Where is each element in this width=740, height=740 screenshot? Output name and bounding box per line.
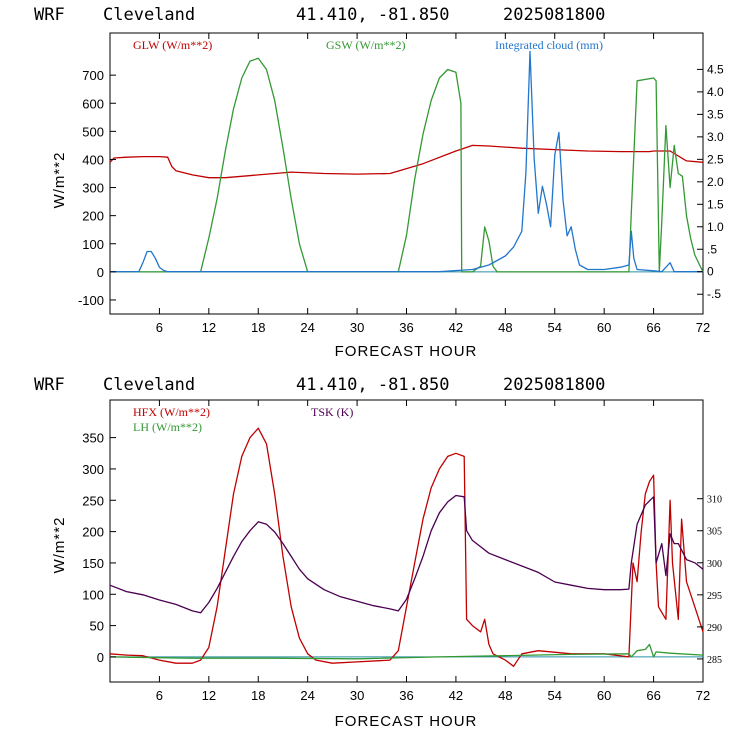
x-tick-label: 18 [251, 320, 265, 335]
legend-tsk: TSK (K) [311, 405, 353, 419]
x-tick-label: 24 [300, 320, 314, 335]
panel1-series [109, 50, 704, 273]
x-tick-label: 30 [350, 320, 364, 335]
series-line-lh [109, 643, 704, 660]
panel2-x-axis-label: FORECAST HOUR [335, 713, 478, 730]
panel1-init-time: 2025081800 [503, 5, 605, 25]
series-line-hfx [109, 427, 704, 667]
panel1-coords: 41.410, -81.850 [296, 5, 450, 25]
y2-tick-label: 285 [707, 655, 722, 666]
legend-lh: LH (W/m**2) [133, 420, 202, 434]
y-tick-label: 0 [97, 650, 104, 665]
x-tick-label: 36 [399, 688, 413, 703]
panel2-y-axis-label: W/m**2 [51, 517, 68, 574]
y2-tick-label: 300 [707, 559, 722, 570]
y-tick-label: 250 [82, 493, 104, 508]
y-tick-label: 200 [82, 525, 104, 540]
y2-tick-label: 295 [707, 591, 722, 602]
x-tick-label: 42 [449, 320, 463, 335]
series-line-integrated [110, 50, 703, 273]
panel1-y-axis: -100 0 100 200 300 400 500 600 700 [78, 68, 116, 308]
x-tick-label: 30 [350, 688, 364, 703]
panel2-y-axis: 0 50 100 150 200 250 300 350 [82, 431, 116, 665]
x-tick-label: 12 [202, 320, 216, 335]
panel2-y2-axis: 285 290 295 300 305 310 [697, 495, 722, 666]
x-tick-label: 12 [202, 688, 216, 703]
x-tick-label: 72 [696, 688, 710, 703]
y2-tick-label: 2.5 [707, 152, 724, 166]
y2-tick-label: 2.0 [707, 175, 724, 189]
y-tick-label: 350 [82, 431, 104, 446]
x-tick-label: 6 [156, 320, 163, 335]
x-tick-label: 72 [696, 320, 710, 335]
x-tick-label: 6 [156, 688, 163, 703]
panel1-x-axis: 6 12 18 24 30 36 42 48 54 60 66 72 [156, 33, 710, 335]
x-tick-label: 54 [548, 688, 562, 703]
panel2-init-time: 2025081800 [503, 375, 605, 395]
x-tick-label: 48 [498, 688, 512, 703]
series-line-gsw [110, 57, 704, 273]
x-tick-label: 36 [399, 320, 413, 335]
panel2-series [109, 427, 704, 667]
y-tick-label: 300 [82, 462, 104, 477]
y-tick-label: 100 [82, 587, 104, 602]
panel-heat-flux: WRF Cleveland 41.410, -81.850 2025081800… [34, 375, 722, 730]
y-tick-label: -100 [78, 293, 104, 308]
y2-tick-label: .5 [707, 242, 717, 256]
panel-radiation: WRF Cleveland 41.410, -81.850 2025081800… [34, 5, 724, 360]
y-tick-label: 0 [97, 265, 104, 280]
legend-hfx: HFX (W/m**2) [133, 405, 210, 419]
panel2-x-axis: 6 12 18 24 30 36 42 48 54 60 66 72 [156, 400, 710, 703]
y2-tick-label: 310 [707, 495, 722, 506]
y-tick-label: 400 [82, 152, 104, 167]
x-tick-label: 60 [597, 688, 611, 703]
y-tick-label: 100 [82, 237, 104, 252]
y-tick-label: 150 [82, 556, 104, 571]
panel1-y2-axis: -.5 0 .5 1.0 1.5 2.0 2.5 3.0 3.5 4.0 4.5 [697, 62, 724, 301]
y-tick-label: 500 [82, 124, 104, 139]
x-tick-label: 24 [300, 688, 314, 703]
x-tick-label: 66 [646, 688, 660, 703]
y2-tick-label: -.5 [707, 287, 721, 301]
panel1-y-axis-label: W/m**2 [51, 152, 68, 209]
legend-gsw: GSW (W/m**2) [326, 38, 405, 52]
panel2-coords: 41.410, -81.850 [296, 375, 450, 395]
y2-tick-label: 4.0 [707, 85, 724, 99]
y2-tick-label: 4.5 [707, 62, 724, 76]
x-tick-label: 18 [251, 688, 265, 703]
x-tick-label: 60 [597, 320, 611, 335]
y2-tick-label: 305 [707, 527, 722, 538]
panel1-station: Cleveland [103, 5, 195, 25]
panel2-model: WRF [34, 375, 65, 395]
y2-tick-label: 3.5 [707, 107, 724, 121]
y-tick-label: 600 [82, 96, 104, 111]
y-tick-label: 200 [82, 209, 104, 224]
y-tick-label: 300 [82, 181, 104, 196]
y-tick-label: 700 [82, 68, 104, 83]
panel1-x-axis-label: FORECAST HOUR [335, 343, 478, 360]
y2-tick-label: 0 [707, 265, 714, 279]
y2-tick-label: 1.0 [707, 220, 724, 234]
legend-integrated-cloud: Integrated cloud (mm) [495, 38, 603, 52]
series-line-glw [109, 144, 704, 179]
panel1-model: WRF [34, 5, 65, 25]
y-tick-label: 50 [90, 619, 104, 634]
y2-tick-label: 3.0 [707, 130, 724, 144]
series-line-tsk [109, 494, 704, 614]
x-tick-label: 54 [548, 320, 562, 335]
x-tick-label: 42 [449, 688, 463, 703]
x-tick-label: 66 [646, 320, 660, 335]
x-tick-label: 48 [498, 320, 512, 335]
panel2-station: Cleveland [103, 375, 195, 395]
y2-tick-label: 290 [707, 623, 722, 634]
legend-glw: GLW (W/m**2) [133, 38, 212, 52]
y2-tick-label: 1.5 [707, 197, 724, 211]
